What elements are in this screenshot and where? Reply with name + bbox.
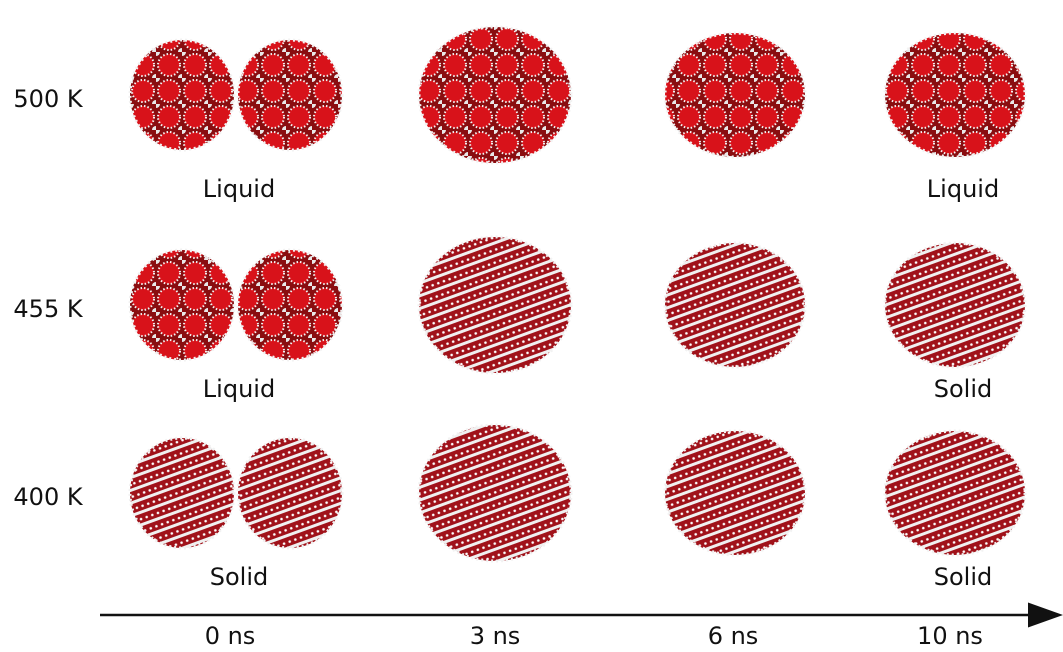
molecular-cluster bbox=[130, 438, 234, 548]
molecular-cluster bbox=[885, 33, 1025, 157]
molecular-cluster bbox=[238, 438, 342, 548]
state-label: Liquid bbox=[203, 175, 275, 203]
state-label: Liquid bbox=[927, 175, 999, 203]
molecular-cluster bbox=[238, 40, 342, 150]
molecular-cluster bbox=[419, 27, 571, 163]
molecular-cluster bbox=[665, 33, 805, 157]
state-label: Solid bbox=[210, 563, 269, 591]
molecular-cluster bbox=[419, 237, 571, 373]
time-label: 10 ns bbox=[917, 622, 983, 650]
figure: 500 K Liquid Liquid 455 K Liquid Solid 400 K So… bbox=[0, 0, 1063, 652]
molecular-cluster bbox=[130, 40, 234, 150]
molecular-cluster bbox=[238, 250, 342, 360]
molecular-cluster bbox=[665, 431, 805, 555]
molecular-cluster bbox=[130, 250, 234, 360]
time-label: 6 ns bbox=[708, 622, 759, 650]
time-label: 0 ns bbox=[205, 622, 256, 650]
temperature-label: 400 K bbox=[13, 483, 83, 511]
molecular-cluster bbox=[665, 243, 805, 367]
molecular-cluster bbox=[885, 431, 1025, 555]
state-label: Liquid bbox=[203, 375, 275, 403]
state-label: Solid bbox=[934, 563, 993, 591]
time-label: 3 ns bbox=[470, 622, 521, 650]
temperature-label: 500 K bbox=[13, 85, 83, 113]
molecular-cluster bbox=[885, 243, 1025, 367]
temperature-label: 455 K bbox=[13, 295, 83, 323]
state-label: Solid bbox=[934, 375, 993, 403]
molecular-cluster bbox=[419, 425, 571, 561]
